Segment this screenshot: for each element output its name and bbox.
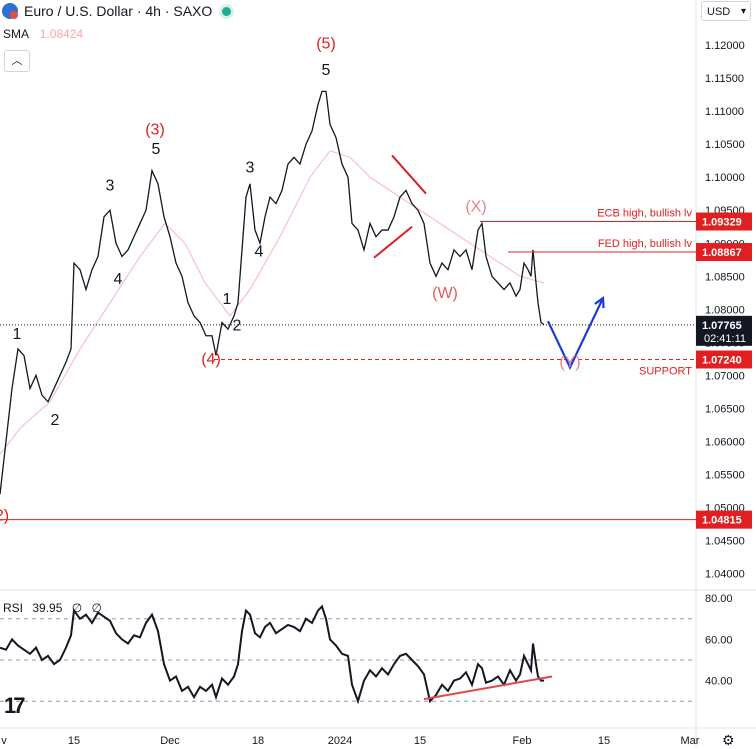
wave-label: 2: [51, 412, 60, 429]
rsi-line: [0, 604, 544, 705]
y-tick-label: 1.05500: [705, 469, 745, 481]
rsi-y-tick-label: 60.00: [705, 634, 733, 646]
x-tick-label: 18: [252, 735, 264, 747]
wave-label: (Y): [559, 354, 580, 371]
y-tick-label: 1.07000: [705, 370, 745, 382]
wave-label: (X): [465, 199, 486, 216]
y-tick-label: 1.04000: [705, 568, 745, 580]
x-tick-label: v: [1, 735, 7, 747]
current-price-label: 1.07765: [702, 320, 742, 332]
current-price-bg: [696, 315, 752, 346]
sma-value: 1.08424: [39, 27, 84, 41]
rsi-y-tick-label: 40.00: [705, 676, 733, 688]
y-tick-label: 1.06000: [705, 436, 745, 448]
countdown-label: 02:41:11: [704, 333, 746, 345]
y-tick-label: 1.06500: [705, 403, 745, 415]
price-line: [0, 90, 545, 495]
price-tag-bg: [696, 243, 752, 262]
currency-selector[interactable]: USD: [701, 1, 751, 22]
price-tag-label: 1.09329: [702, 217, 742, 229]
y-tick-label: 1.08000: [705, 304, 745, 316]
wave-label: 4: [114, 271, 123, 288]
rsi-divergence-line: [423, 675, 553, 701]
projection-path: [547, 297, 604, 370]
rsi-y-tick-label: 80.00: [705, 593, 733, 605]
price-tag-bg: [696, 212, 752, 231]
wave-label: (5): [316, 35, 336, 52]
annotation-label: SUPPORT: [639, 365, 692, 377]
y-tick-label: 1.11500: [705, 73, 744, 85]
y-tick-label: 1.10000: [705, 172, 745, 184]
projection-arrowhead: [594, 296, 605, 309]
collapse-legend-button[interactable]: ︿: [4, 50, 30, 72]
rsi-value: 39.95: [32, 601, 63, 615]
x-tick-label: Mar: [681, 735, 700, 747]
y-tick-label: 1.12000: [705, 40, 745, 52]
wave-label: (4): [201, 351, 221, 368]
x-tick-label: Dec: [160, 735, 180, 747]
sma-legend[interactable]: SMA 1.08424: [3, 27, 83, 41]
y-tick-label: 1.08500: [705, 271, 745, 283]
market-status-icon: [222, 6, 232, 16]
wave-label: (3): [145, 121, 165, 138]
symbol-title: Euro / U.S. Dollar · 4h · SAXO: [24, 3, 213, 19]
price-tag-label: 1.04815: [702, 515, 742, 527]
price-tag-bg: [696, 510, 752, 529]
annotation-label: ECB high, bullish lv: [597, 208, 692, 220]
wave-label: 4: [255, 243, 264, 260]
wave-label: 5: [322, 62, 331, 79]
wave-label: 5: [152, 141, 161, 158]
triangle-line: [391, 154, 427, 195]
wave-label: 3: [246, 160, 255, 177]
y-tick-label: 1.10500: [705, 139, 745, 151]
x-tick-label: 15: [598, 735, 610, 747]
price-tag-label: 1.07240: [702, 354, 742, 366]
x-tick-label: 15: [68, 735, 80, 747]
wave-label: 1: [13, 326, 22, 343]
rsi-symbol-1: ∅: [71, 601, 83, 615]
wave-label: 2): [0, 508, 9, 525]
wave-label: 1: [223, 291, 232, 308]
eu-us-flag-icon: [2, 3, 18, 19]
y-tick-label: 1.04500: [705, 535, 745, 547]
y-tick-label: 1.11000: [705, 106, 744, 118]
price-tag-bg: [696, 350, 752, 369]
x-tick-label: 2024: [328, 735, 352, 747]
rsi-symbol-2: ∅: [91, 601, 102, 615]
x-tick-label: 15: [414, 735, 426, 747]
triangle-line: [373, 225, 413, 259]
sma-line: [0, 150, 545, 455]
symbol-header[interactable]: Euro / U.S. Dollar · 4h · SAXO: [0, 0, 232, 22]
rsi-label: RSI: [3, 601, 24, 615]
rsi-legend[interactable]: RSI 39.95 ∅ ∅: [3, 601, 108, 615]
x-tick-label: Feb: [513, 735, 532, 747]
wave-label: 2: [233, 317, 242, 334]
tradingview-logo-icon: 17: [4, 693, 26, 718]
wave-label: 3: [106, 177, 115, 194]
sma-label: SMA: [3, 27, 29, 41]
gear-icon[interactable]: ⚙: [722, 732, 735, 748]
wave-label: (W): [432, 285, 458, 302]
price-tag-label: 1.08867: [702, 247, 742, 259]
annotation-label: FED high, bullish lv: [598, 238, 693, 250]
